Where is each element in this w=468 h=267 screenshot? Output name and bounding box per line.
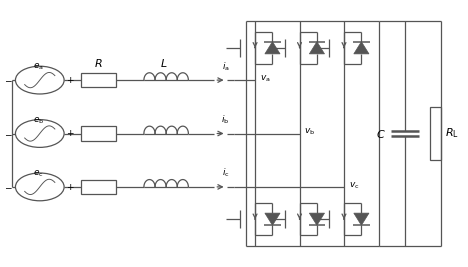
Text: $-$: $-$ xyxy=(5,129,13,138)
Polygon shape xyxy=(309,42,324,54)
Text: $R$: $R$ xyxy=(94,57,102,69)
Polygon shape xyxy=(265,42,280,54)
Polygon shape xyxy=(309,213,324,225)
Text: $i_\mathrm{a}$: $i_\mathrm{a}$ xyxy=(222,60,229,73)
Bar xyxy=(430,107,441,160)
Text: $v_\mathrm{b}$: $v_\mathrm{b}$ xyxy=(304,127,315,138)
Text: $L$: $L$ xyxy=(160,57,168,69)
Bar xyxy=(80,73,116,88)
Text: $e_\mathrm{b}$: $e_\mathrm{b}$ xyxy=(33,115,44,126)
Text: $v_\mathrm{c}$: $v_\mathrm{c}$ xyxy=(349,180,359,191)
Bar xyxy=(80,179,116,194)
Polygon shape xyxy=(265,213,280,225)
Text: $C$: $C$ xyxy=(376,128,386,139)
Text: $-$: $-$ xyxy=(5,76,13,85)
Text: $+$: $+$ xyxy=(66,75,74,85)
Text: $-$: $-$ xyxy=(5,182,13,191)
Text: $i_\mathrm{b}$: $i_\mathrm{b}$ xyxy=(221,113,230,126)
Text: $v_\mathrm{a}$: $v_\mathrm{a}$ xyxy=(260,73,271,84)
Text: $+$: $+$ xyxy=(66,182,74,192)
Text: $e_\mathrm{a}$: $e_\mathrm{a}$ xyxy=(33,62,44,72)
Text: $+$: $+$ xyxy=(66,128,74,139)
Bar xyxy=(80,126,116,141)
Polygon shape xyxy=(354,42,369,54)
Text: $i_\mathrm{c}$: $i_\mathrm{c}$ xyxy=(222,167,229,179)
Text: $e_\mathrm{c}$: $e_\mathrm{c}$ xyxy=(33,169,44,179)
Text: $R_\mathrm{L}$: $R_\mathrm{L}$ xyxy=(445,127,459,140)
Polygon shape xyxy=(354,213,369,225)
